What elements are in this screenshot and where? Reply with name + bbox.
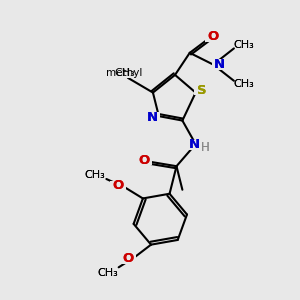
Bar	[236, 40, 252, 50]
Bar	[205, 32, 221, 42]
Bar	[116, 68, 133, 78]
Text: CH₃: CH₃	[114, 68, 135, 78]
Bar	[236, 79, 252, 89]
Bar	[135, 155, 152, 166]
Bar	[110, 181, 126, 191]
Bar	[87, 170, 103, 181]
Text: S: S	[197, 84, 207, 97]
Bar	[144, 112, 160, 123]
Text: H: H	[201, 141, 209, 154]
Text: O: O	[112, 179, 124, 192]
Text: CH₃: CH₃	[234, 79, 255, 89]
Text: CH₃: CH₃	[234, 40, 255, 50]
Text: O: O	[207, 30, 218, 43]
Text: N: N	[147, 111, 158, 124]
Text: CH₃: CH₃	[85, 170, 106, 181]
Text: CH₃: CH₃	[234, 40, 255, 50]
Bar	[186, 140, 202, 150]
Text: O: O	[112, 179, 124, 192]
Text: N: N	[214, 58, 225, 71]
Bar	[212, 59, 228, 70]
Bar	[120, 253, 136, 264]
Text: O: O	[123, 252, 134, 265]
Text: CH₃: CH₃	[234, 79, 255, 89]
Bar	[194, 85, 210, 95]
Bar	[99, 268, 116, 278]
Text: CH₃: CH₃	[97, 268, 118, 278]
Text: N: N	[189, 138, 200, 151]
Text: N: N	[214, 58, 225, 71]
Bar	[197, 142, 213, 153]
Text: O: O	[138, 154, 149, 167]
Text: N: N	[147, 111, 158, 124]
Text: methyl: methyl	[106, 68, 142, 78]
Text: CH₃: CH₃	[97, 268, 118, 278]
Text: O: O	[138, 154, 149, 167]
Text: CH₃: CH₃	[85, 170, 106, 181]
Text: S: S	[197, 84, 207, 97]
Text: O: O	[207, 30, 218, 43]
Text: O: O	[123, 252, 134, 265]
Text: N: N	[189, 138, 200, 151]
Text: H: H	[201, 141, 209, 154]
